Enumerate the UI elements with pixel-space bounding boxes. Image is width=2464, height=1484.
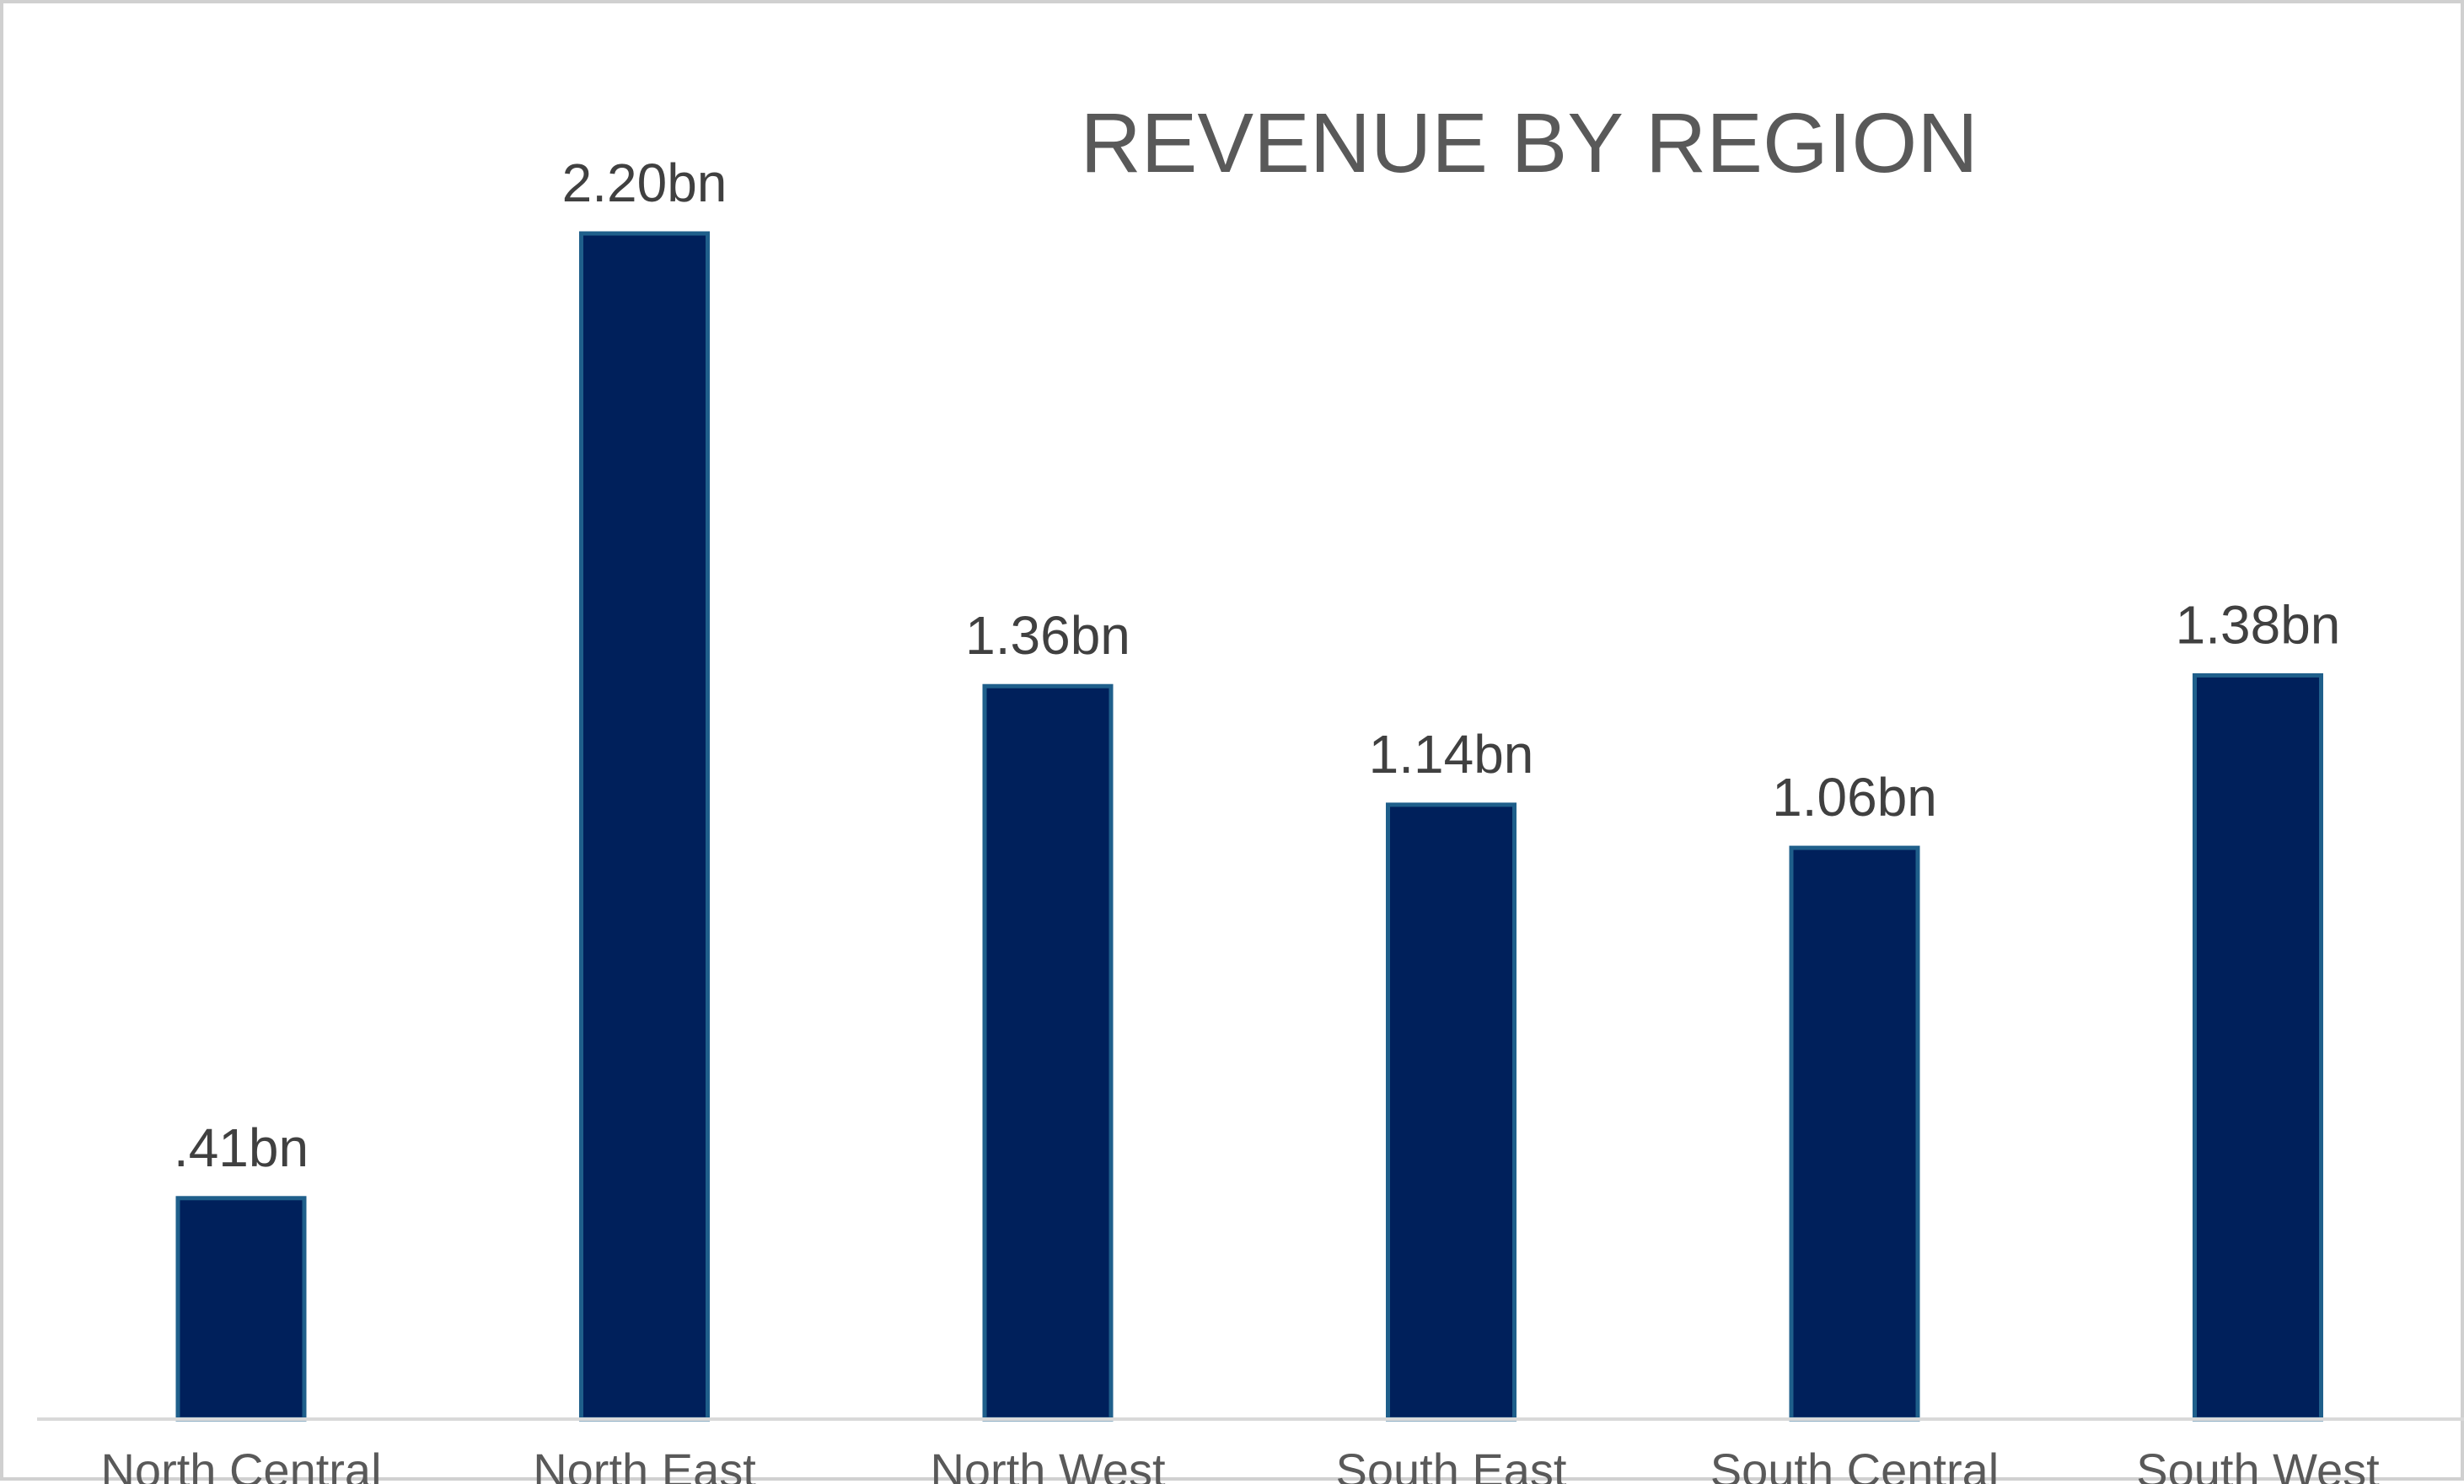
bar-6 [2193, 672, 2323, 1422]
category-label-5: South Central [1710, 1444, 1999, 1484]
data-label-5: 1.06bn [1772, 767, 1937, 828]
bar-2 [579, 231, 710, 1422]
data-label-1: .41bn [174, 1117, 309, 1178]
data-label-4: 1.14bn [1369, 724, 1534, 785]
data-label-2: 2.20bn [562, 153, 727, 213]
category-label-1: North Central [100, 1444, 381, 1484]
bar-chart: REVENUE BY REGION .41bn 2.20bn 1.36bn 1.14b… [37, 96, 2464, 1484]
bar-3 [982, 683, 1114, 1422]
bar-4 [1386, 802, 1517, 1422]
category-label-6: South West [2136, 1444, 2380, 1484]
category-label-2: North East [533, 1444, 756, 1484]
category-label-4: South East [1336, 1444, 1567, 1484]
bar-1 [175, 1196, 307, 1422]
category-labels-layer: North Central North East North West South E… [100, 1444, 2380, 1484]
bars-layer [175, 231, 2323, 1422]
data-label-3: 1.36bn [965, 605, 1130, 666]
data-label-6: 1.38bn [2176, 594, 2341, 655]
bar-5 [1789, 845, 1920, 1422]
chart-title: REVENUE BY REGION [1080, 96, 1978, 190]
category-label-3: North West [930, 1444, 1165, 1484]
data-labels-layer: .41bn 2.20bn 1.36bn 1.14bn 1.06bn 1.38bn [174, 153, 2340, 1178]
